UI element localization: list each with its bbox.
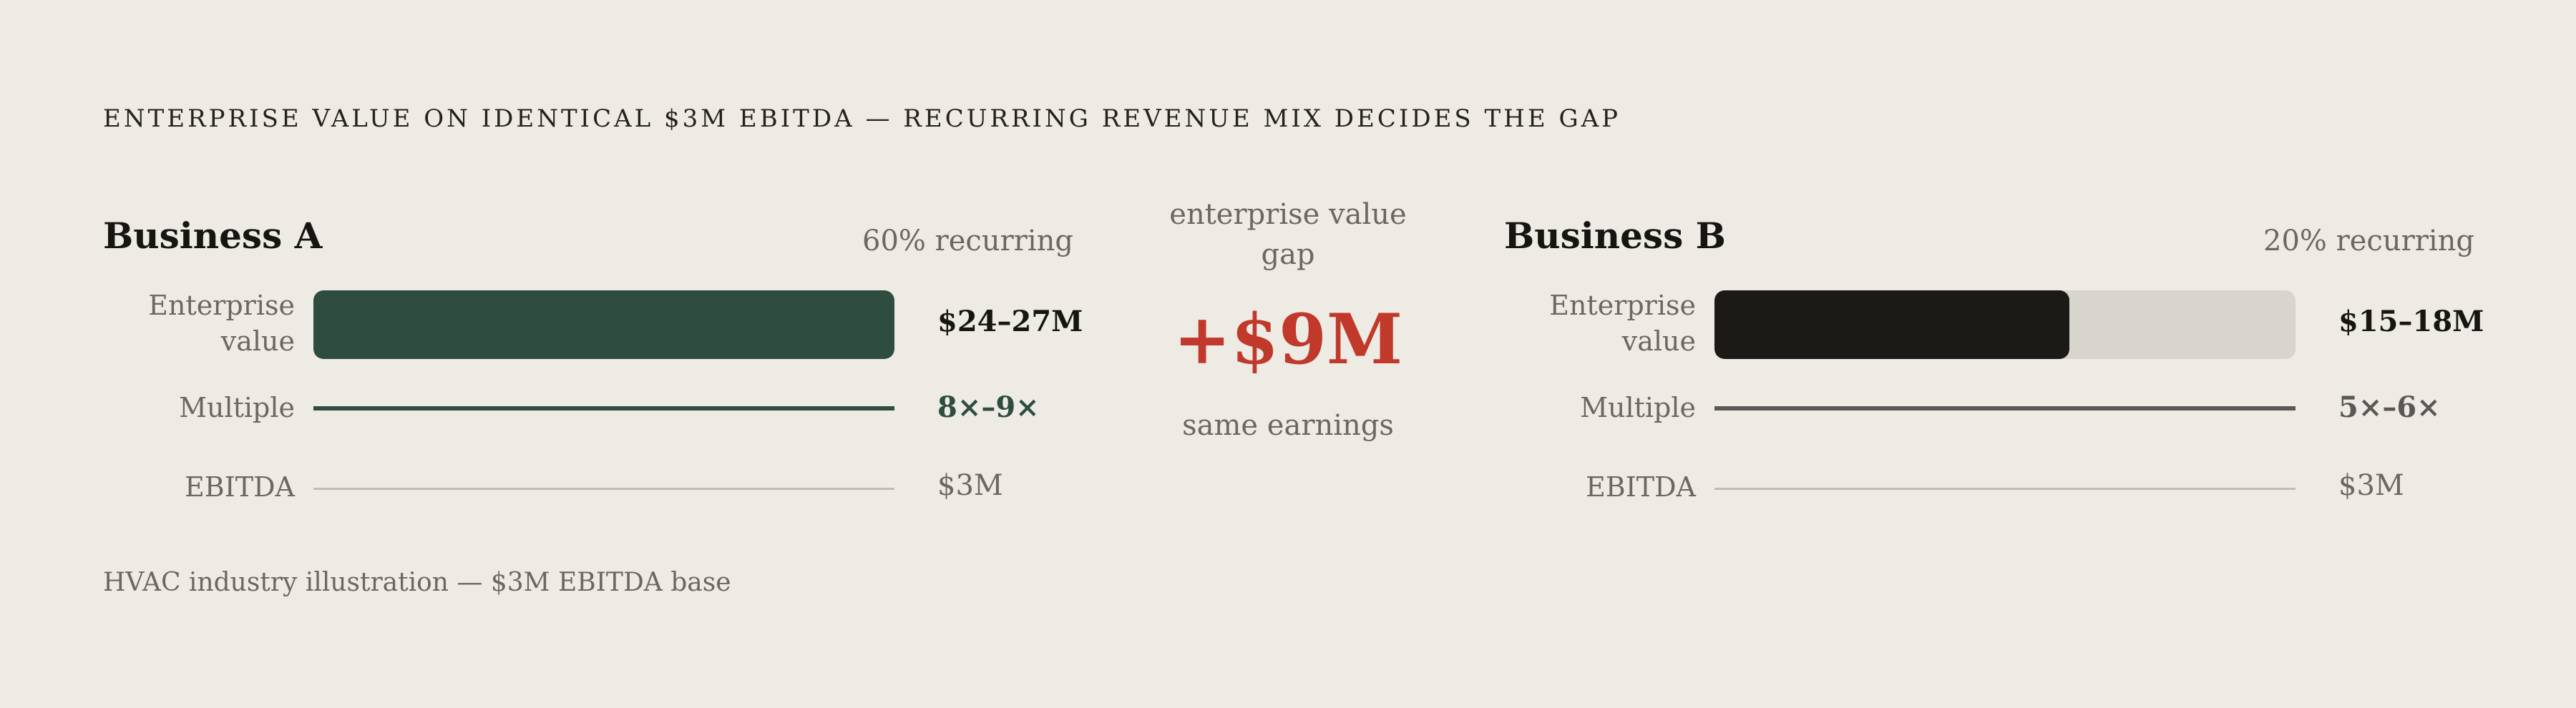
business-b-multiple-value: 5×–6× [2338,390,2441,424]
gap-label: enterprise value gap [1169,198,1407,271]
business-b-ev-value: $15–18M [2338,305,2484,338]
business-a-ebitda-value: $3M [937,469,1003,502]
business-a-multiple-row-label: Multiple [179,392,295,423]
gap-value: +$9M [1173,299,1403,380]
business-a-multiple-line [313,406,894,410]
business-a-name: Business A [103,215,323,257]
business-b-ebitda-line [1714,488,2296,490]
business-b-multiple-row-label: Multiple [1580,392,1696,423]
gap-note: same earnings [1182,409,1394,442]
business-b-recurring: 20% recurring [2263,225,2474,257]
business-b-ev-bar [1714,290,2070,359]
business-a-ev-track [313,290,894,359]
business-b-name: Business B [1504,215,1726,257]
business-a-panel: Business A 60% recurring Enterprise valu… [103,215,1083,515]
business-b-multiple-line [1714,406,2296,410]
business-a-multiple-value: 8×–9× [937,390,1040,424]
business-a-ebitda-line [313,488,894,490]
business-b-panel: Business B 20% recurring Enterprise valu… [1504,215,2484,515]
footnote: HVAC industry illustration — $3M EBITDA … [103,568,731,597]
business-b-ev-track [1714,290,2296,359]
chart-title: ENTERPRISE VALUE ON IDENTICAL $3M EBITDA… [103,104,1621,133]
business-a-ev-bar [313,290,894,359]
business-b-ebitda-row-label: EBITDA [1586,471,1696,503]
business-a-recurring: 60% recurring [862,225,1073,257]
business-b-ev-row-label: Enterprise value [1549,290,1696,357]
business-a-ev-value: $24–27M [937,305,1083,338]
business-a-ebitda-row-label: EBITDA [185,471,295,503]
business-a-ev-row-label: Enterprise value [148,290,295,357]
business-b-ebitda-value: $3M [2338,469,2404,502]
gap-callout: enterprise value gap +$9M same earnings [1145,195,1431,443]
